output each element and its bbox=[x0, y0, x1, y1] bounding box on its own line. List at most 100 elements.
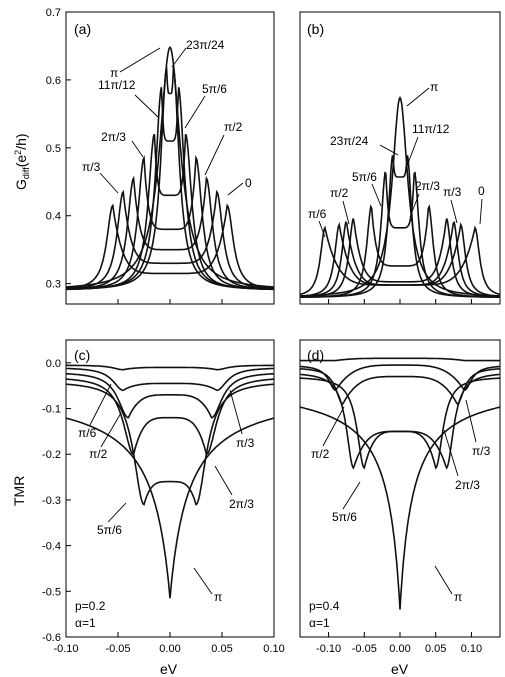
panel-b: (b) π 23π/24 11π/12 5π/6 π/2 π/6 2π/3 π/… bbox=[299, 11, 501, 305]
annotation-c-5pi6-arrow bbox=[107, 502, 127, 523]
annotation-d-pi-arrow bbox=[434, 565, 453, 595]
curve-b-2 bbox=[300, 218, 500, 298]
panel-b-label: (b) bbox=[307, 21, 324, 37]
ylabel-gdiff-main: G bbox=[13, 179, 29, 190]
ytick-label-0-0: 0.3 bbox=[46, 279, 61, 291]
annotation-c-pi-arrow bbox=[193, 567, 213, 595]
panel-d-curves bbox=[299, 357, 501, 610]
ytick-label-2-5: -0.5 bbox=[42, 586, 61, 598]
annotation-c-pi6-arrow bbox=[89, 383, 112, 426]
panel-d-label: (d) bbox=[307, 347, 324, 363]
xtick-label-2-3: 0.05 bbox=[211, 643, 232, 655]
curve-d-2 bbox=[299, 368, 501, 405]
panel-d: -0.10 -0.05 0.00 0.05 0.10 (d) p=0.4 α=1 π/2… bbox=[299, 339, 501, 655]
ytick-label-0-4: 0.7 bbox=[46, 7, 61, 19]
panel-a-yticks: 0.3 0.4 0.5 0.6 0.7 bbox=[46, 7, 71, 291]
panel-a: 0.3 0.4 0.5 0.6 0.7 (a) π 23π/24 11π/12 5π/6… bbox=[46, 7, 275, 305]
annotation-a-5pi6: 5π/6 bbox=[202, 82, 227, 96]
annotation-d-5pi6: 5π/6 bbox=[332, 510, 357, 524]
ylabel-gdiff-end: /h) bbox=[13, 133, 29, 149]
annotation-b-pi2: π/2 bbox=[330, 186, 349, 200]
panel-b-xticks bbox=[328, 299, 472, 304]
curve-a-4 bbox=[65, 133, 275, 291]
annotation-b-pi3: π/3 bbox=[443, 185, 462, 199]
ylabel-gdiff-tail: (e bbox=[13, 155, 29, 168]
xtick-label-3-0: -0.10 bbox=[316, 643, 341, 655]
annotation-b-pi-arrow bbox=[406, 87, 430, 107]
annotation-a-pi3-arrow bbox=[99, 172, 119, 194]
ytick-label-0-1: 0.4 bbox=[46, 211, 61, 223]
annotation-b-11pi12: 11π/12 bbox=[412, 122, 450, 136]
xtick-label-3-3: 0.05 bbox=[425, 643, 446, 655]
ylabel-gdiff-sub: diff bbox=[21, 167, 31, 179]
ytick-label-2-0: 0.0 bbox=[46, 358, 61, 370]
curve-b-7 bbox=[300, 95, 500, 297]
annotation-a-pi2-arrow bbox=[204, 134, 225, 176]
curve-c-1 bbox=[66, 367, 274, 392]
annotation-d-2pi3-arrow bbox=[443, 429, 459, 477]
annotation-c-5pi6: 5π/6 bbox=[97, 523, 122, 537]
xtick-label-2-2: 0.00 bbox=[159, 643, 180, 655]
curve-b-6 bbox=[299, 155, 501, 298]
annotation-a-23pi24-arrow bbox=[171, 47, 187, 68]
xtick-label-3-1: -0.05 bbox=[352, 643, 377, 655]
annotation-d-pi: π bbox=[454, 590, 462, 604]
annotation-b-pi2-arrow bbox=[342, 200, 350, 225]
ylabel-gdiff: Gdiff(e2/h) bbox=[13, 133, 31, 190]
annotation-c-2pi3-arrow bbox=[214, 465, 233, 496]
panel-c-param-alpha: α=1 bbox=[75, 616, 96, 630]
curve-a-2 bbox=[66, 175, 274, 290]
panel-c-curves bbox=[65, 364, 275, 599]
curve-a-0 bbox=[65, 203, 275, 290]
panel-a-curves bbox=[65, 45, 275, 291]
annotation-a-2pi3: 2π/3 bbox=[101, 130, 126, 144]
annotation-c-pi2: π/2 bbox=[89, 447, 108, 461]
annotation-c-pi3: π/3 bbox=[236, 436, 255, 450]
xlabel-c: eV bbox=[160, 661, 178, 677]
annotation-a-pi: π bbox=[110, 66, 118, 80]
annotation-a-pi-arrow bbox=[119, 47, 161, 73]
ytick-label-0-3: 0.6 bbox=[46, 75, 61, 87]
annotation-d-pi3: π/3 bbox=[472, 444, 491, 458]
panel-c-annotations: π/6 π/3 π/2 2π/3 5π/6 π bbox=[78, 383, 255, 604]
curve-b-4 bbox=[300, 204, 500, 298]
ytick-label-0-2: 0.5 bbox=[46, 143, 61, 155]
annotation-c-pi3-arrow bbox=[229, 389, 243, 435]
ytick-label-2-4: -0.4 bbox=[42, 541, 61, 553]
annotation-d-pi2-arrow bbox=[322, 406, 345, 447]
annotation-b-0-arrow bbox=[479, 198, 483, 225]
annotation-a-2pi3-arrow bbox=[131, 140, 144, 158]
annotation-c-pi: π bbox=[214, 590, 222, 604]
annotation-a-0-arrow bbox=[227, 182, 244, 196]
panel-a-frame bbox=[65, 11, 275, 305]
ytick-label-2-2: -0.2 bbox=[42, 449, 61, 461]
panel-d-annotations: π/2 π/3 2π/3 5π/6 π bbox=[311, 399, 491, 604]
annotation-b-23pi24-arrow bbox=[379, 144, 399, 156]
annotation-b-11pi12-arrow bbox=[406, 136, 419, 167]
curve-d-4 bbox=[300, 377, 500, 470]
panel-d-param-alpha: α=1 bbox=[309, 616, 330, 630]
panel-b-frame bbox=[299, 11, 501, 305]
xlabel-d: eV bbox=[391, 661, 409, 677]
annotation-d-2pi3: 2π/3 bbox=[455, 478, 480, 492]
curve-d-3 bbox=[299, 373, 501, 470]
annotation-d-pi2: π/2 bbox=[311, 447, 330, 461]
panel-d-param-p: p=0.4 bbox=[309, 599, 340, 613]
annotation-b-5pi6: 5π/6 bbox=[352, 170, 377, 184]
xtick-label-3-4: 0.10 bbox=[461, 643, 482, 655]
curve-d-1 bbox=[299, 364, 501, 391]
annotation-b-2pi3-arrow bbox=[409, 193, 420, 218]
annotation-c-2pi3: 2π/3 bbox=[229, 497, 254, 511]
annotation-c-pi6: π/6 bbox=[78, 426, 97, 440]
xtick-label-2-0: -0.10 bbox=[53, 643, 78, 655]
curve-a-1 bbox=[66, 189, 274, 290]
curve-a-7 bbox=[65, 45, 275, 288]
ylabel-tmr: TMR bbox=[11, 476, 27, 506]
annotation-b-pi3-arrow bbox=[450, 199, 458, 224]
curve-c-0 bbox=[66, 364, 274, 371]
panel-a-label: (a) bbox=[74, 21, 91, 37]
ytick-label-2-6: -0.6 bbox=[42, 632, 61, 644]
curve-c-4 bbox=[65, 383, 275, 506]
annotation-b-5pi6-arrow bbox=[371, 183, 382, 207]
